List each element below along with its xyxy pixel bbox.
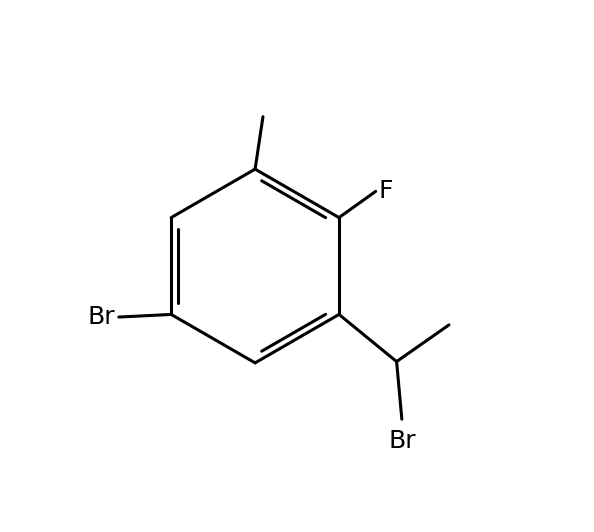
Text: Br: Br	[87, 305, 115, 329]
Text: F: F	[378, 179, 393, 203]
Text: Br: Br	[388, 429, 416, 453]
